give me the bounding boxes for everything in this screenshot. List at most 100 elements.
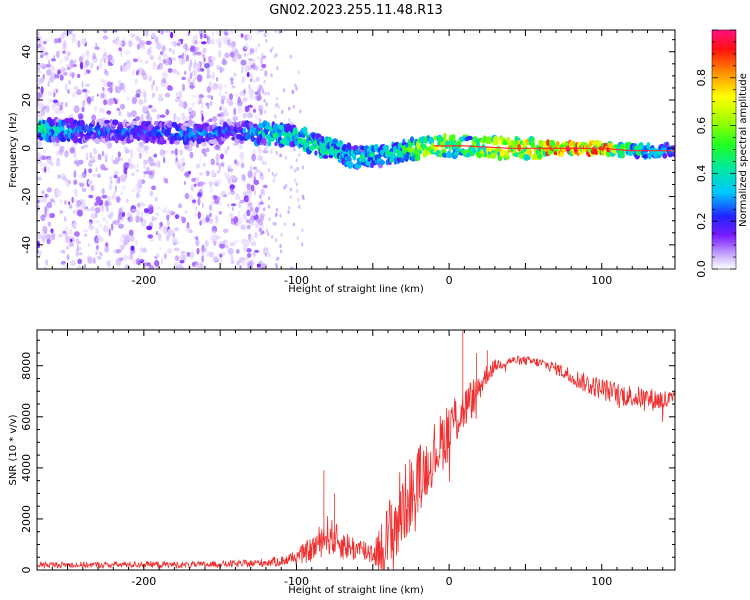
spectrogram-noise-cell [231,203,237,207]
spectrogram-noise-cell [201,217,206,225]
spectrogram-noise-cell [276,66,279,71]
spectrogram-noise-cell [37,62,41,70]
spectrogram-noise-cell [92,147,97,155]
spectrogram-noise-cell [187,76,191,85]
spectrogram-noise-cell [202,61,205,65]
spectrogram-noise-cell [55,74,60,79]
spectrogram-noise-cell [143,159,149,165]
spectrogram-noise-cell [270,150,273,154]
spectrogram-noise-cell [191,69,197,78]
spectrogram-noise-cell [54,73,57,80]
spectrogram-ridge-cell [140,133,146,141]
spectrogram-noise-cell [141,247,147,253]
page-title: GN02.2023.255.11.48.R13 [269,3,443,18]
spectrogram-ridge-cell [265,121,271,128]
spectrogram-noise-cell [62,39,67,48]
spectrogram-noise-cell [83,65,88,70]
spectrogram-noise-cell [76,265,82,269]
spectrogram-noise-cell [152,80,155,86]
spectrogram-ridge-cell [278,132,282,138]
spectrogram-ridge-cell [347,161,353,169]
spectrogram-noise-cell [192,199,196,204]
spectrogram-noise-cell [163,156,166,164]
spectrogram-noise-cell [231,45,237,53]
spectrogram-noise-cell [197,211,201,220]
spectrogram-noise-cell [212,256,219,262]
spectrogram-noise-cell [162,71,169,79]
spectrogram-noise-cell [85,153,89,159]
spectrogram-noise-cell [260,172,263,177]
spectrogram-noise-cell [92,173,97,178]
spectrogram-ridge-cell [338,140,344,147]
spectrogram-noise-cell [185,225,191,232]
spectrogram-noise-cell [262,207,266,212]
spectrogram-noise-cell [86,96,92,104]
x-tick-label: -100 [284,575,309,588]
spectrogram-noise-cell [84,59,90,67]
spectrogram-noise-cell [173,40,177,48]
spectrogram-noise-cell [57,69,61,75]
spectrogram-noise-cell [255,220,260,229]
spectrogram-noise-cell [229,77,234,82]
spectrogram-noise-cell [76,89,82,96]
spectrogram-noise-cell [229,30,235,35]
spectrogram-noise-cell [128,40,132,48]
spectrogram-noise-cell [209,100,213,106]
spectrogram-noise-cell [131,188,136,193]
spectrogram-noise-cell [195,238,200,247]
spectrogram-noise-cell [257,105,260,111]
spectrogram-noise-cell [224,84,227,89]
spectrogram-ridge-cell [646,143,651,150]
spectrogram-noise-cell [293,147,296,152]
spectrogram-noise-cell [216,64,220,71]
spectrogram-noise-cell [59,66,66,72]
spectrogram-noise-cell [256,263,261,268]
spectrogram-noise-cell [104,246,110,253]
spectrogram-noise-cell [77,113,84,120]
spectrogram-noise-cell [189,59,193,67]
spectrogram-noise-cell [116,249,122,254]
spectrogram-noise-cell [240,162,245,169]
x-tick-label: 0 [446,274,453,287]
spectrogram-noise-cell [178,96,182,102]
spectrogram-noise-cell [148,75,152,82]
spectrogram-noise-cell [179,149,184,156]
spectrogram-noise-cell [106,110,112,115]
spectrogram-noise-cell [81,187,87,193]
spectrogram-noise-cell [197,197,201,206]
spectrogram-noise-cell [170,31,174,39]
spectrogram-noise-cell [224,52,230,59]
spectrogram-noise-cell [83,144,89,148]
spectrogram-noise-cell [68,180,71,184]
spectrogram-noise-cell [216,38,222,45]
spectrogram-noise-cell [107,213,113,220]
spectrogram-noise-cell [266,228,269,233]
spectrogram-noise-cell [113,97,116,102]
spectrogram-noise-cell [95,167,98,172]
spectrogram-noise-cell [215,236,222,239]
spectrogram-noise-cell [106,81,113,88]
spectrogram-noise-cell [214,198,220,205]
spectrogram-noise-cell [153,153,158,158]
spectrogram-noise-cell [116,98,120,102]
spectrogram-noise-cell [294,178,297,183]
spectrogram-noise-cell [258,30,264,33]
spectrogram-noise-cell [151,185,157,191]
spectrogram-noise-cell [294,83,297,88]
spectrogram-noise-cell [95,251,98,255]
spectrogram-noise-cell [154,259,160,267]
spectrogram-noise-cell [175,156,178,163]
spectrogram-noise-cell [202,181,206,185]
spectrogram-noise-cell [69,59,74,66]
spectrogram-noise-cell [253,189,257,196]
spectrogram-noise-cell [203,56,206,63]
spectrogram-noise-cell [110,223,114,231]
spectrogram-noise-cell [72,210,76,214]
spectrogram-noise-cell [72,64,77,68]
spectrogram-noise-cell [78,182,85,187]
spectrogram-ridge-cell [79,125,83,133]
spectrogram-noise-cell [60,60,63,64]
spectrogram-noise-cell [206,214,210,219]
spectrogram-noise-cell [138,184,143,189]
spectrogram-noise-cell [143,171,149,175]
